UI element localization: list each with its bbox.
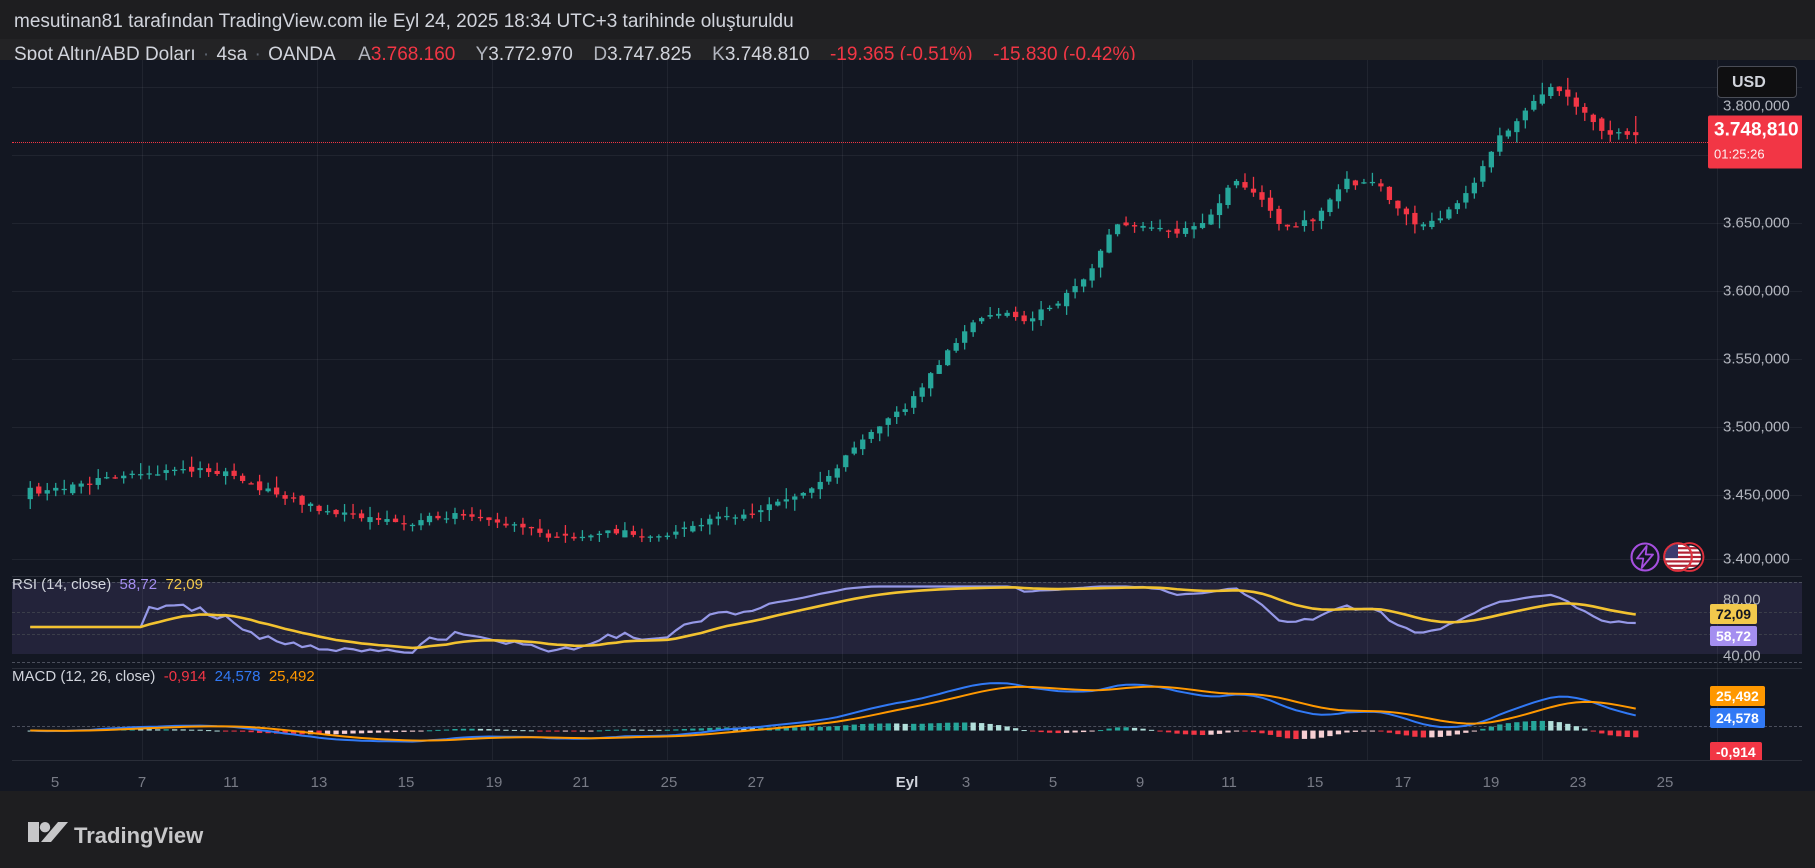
svg-text:TradingView: TradingView [74, 823, 204, 848]
